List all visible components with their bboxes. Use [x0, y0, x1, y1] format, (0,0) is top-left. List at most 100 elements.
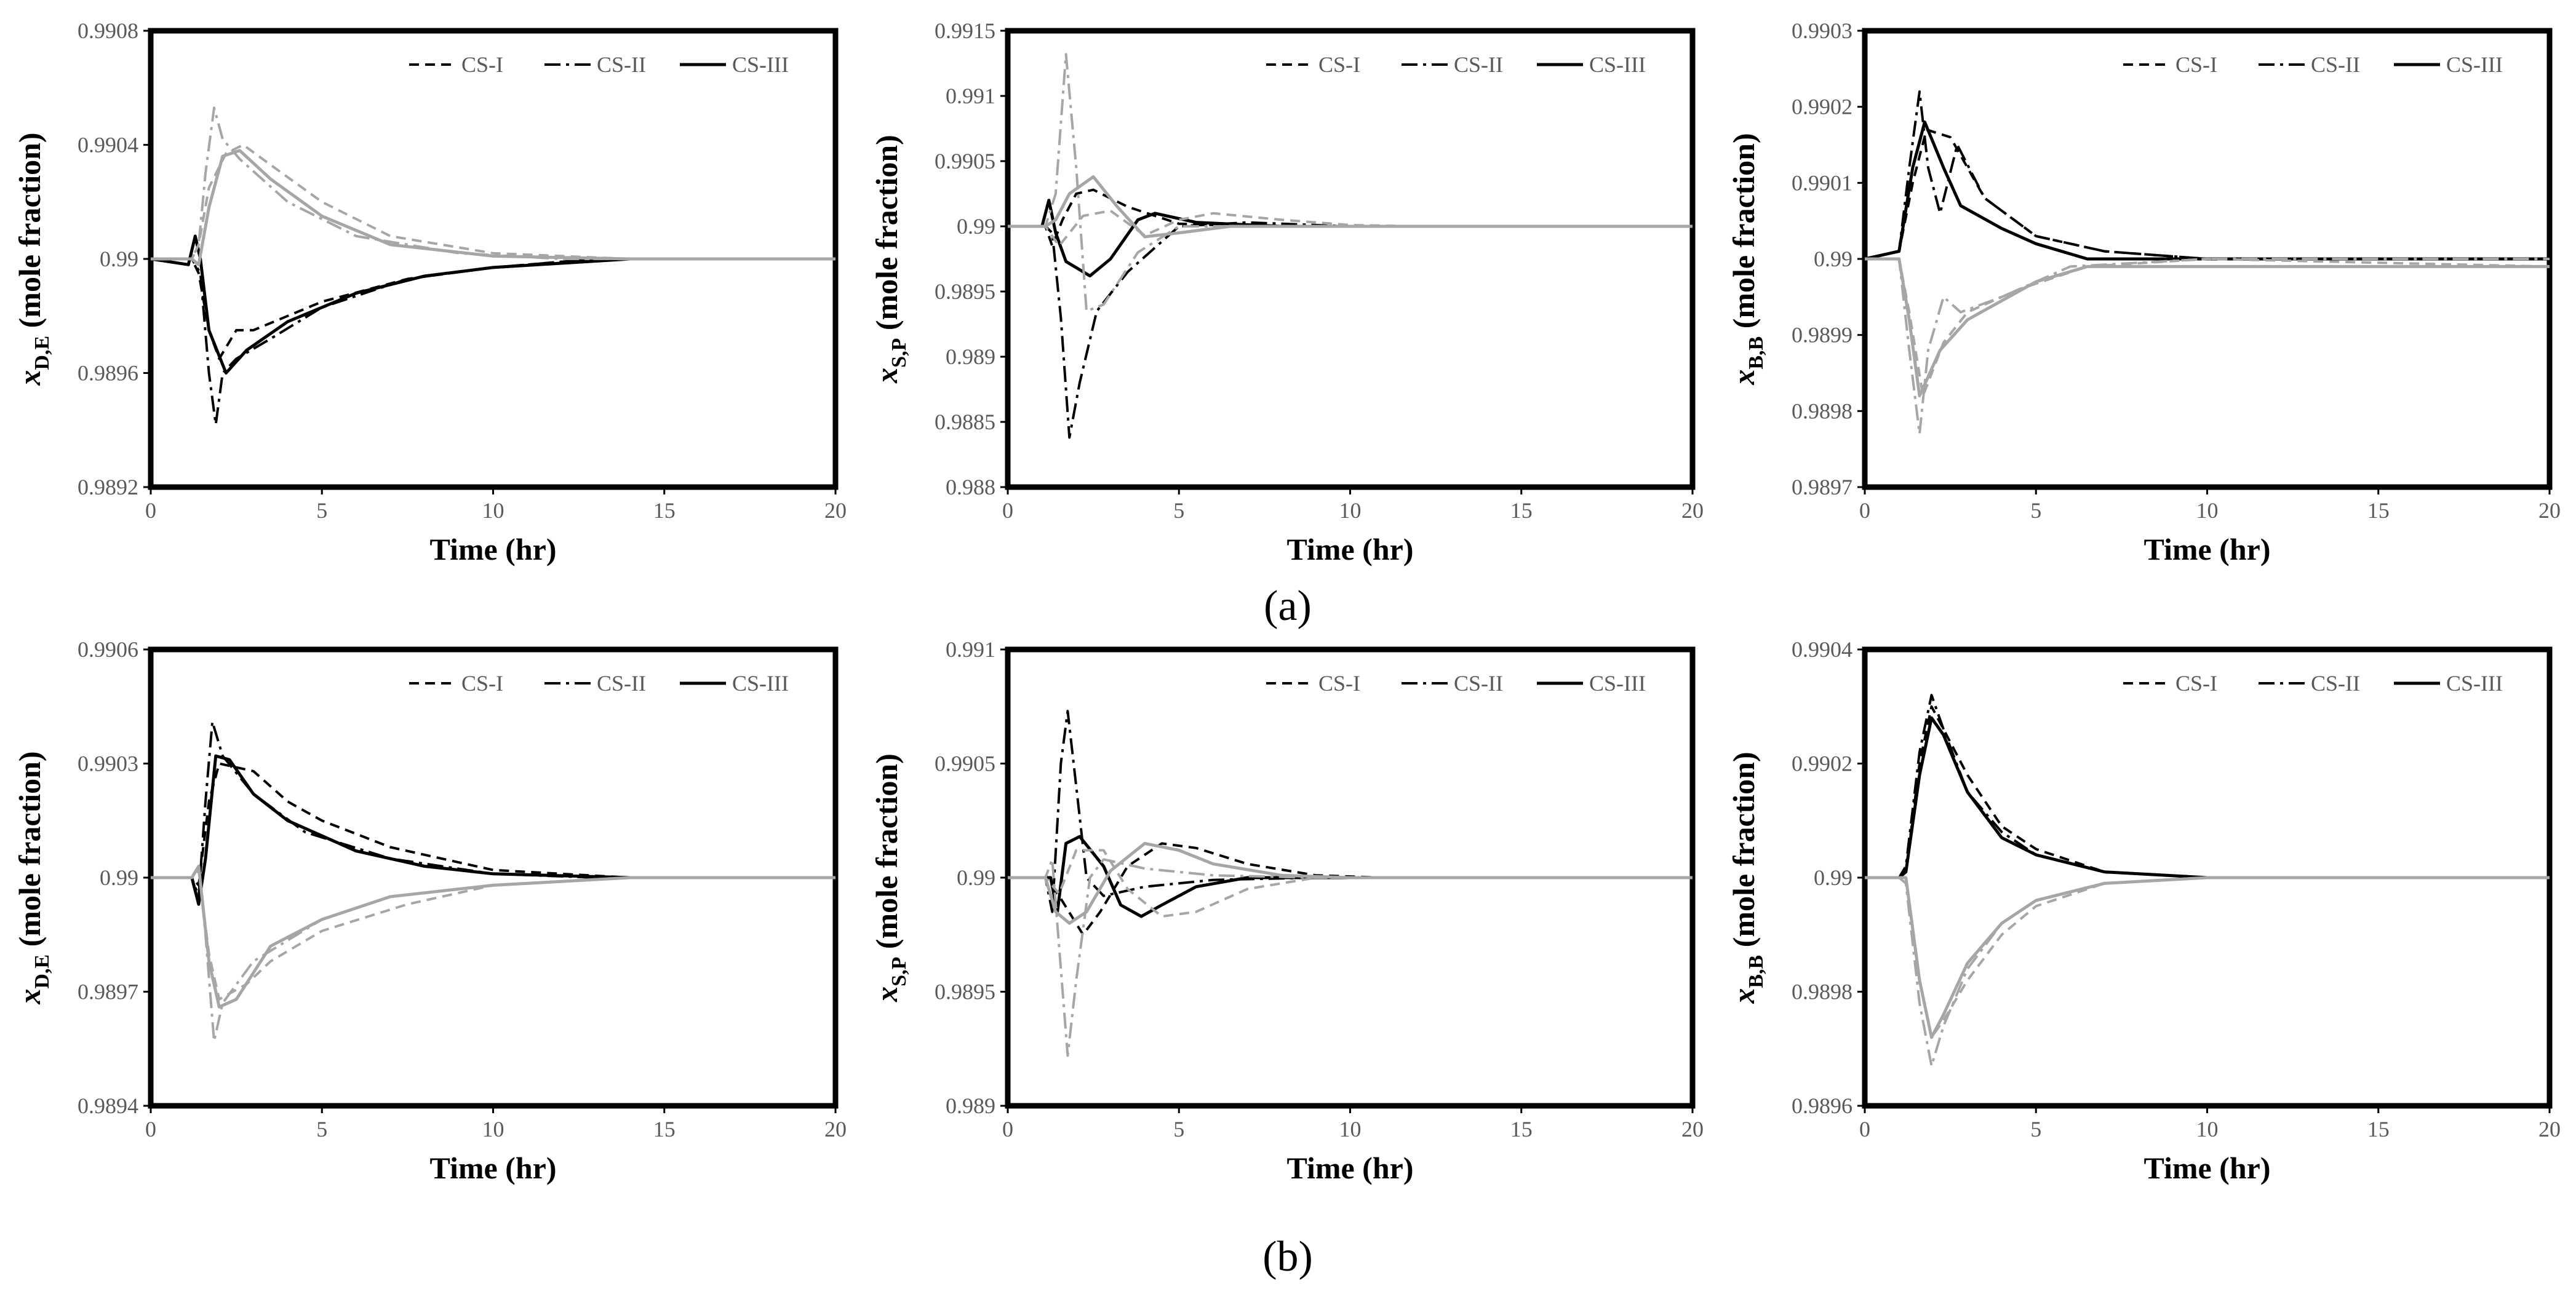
- y-tick-label: 0.9897: [1792, 475, 1852, 499]
- series-line-cs-iii-black: [1008, 199, 1693, 278]
- x-tick-label: 0: [1859, 1117, 1870, 1141]
- legend-label: CS-I: [461, 52, 503, 77]
- y-axis-title-sub: S,P: [888, 957, 911, 986]
- series-line-cs-iii-gray: [1008, 175, 1693, 239]
- legend-label: CS-III: [1589, 52, 1646, 77]
- x-tick-label: 5: [1173, 498, 1184, 523]
- y-tick-label: 0.99: [957, 865, 995, 890]
- y-tick-label: 0.9905: [935, 149, 995, 173]
- x-axis-title: Time (hr): [430, 532, 557, 566]
- legend-label: CS-II: [597, 671, 646, 696]
- y-axis-title: xB,B (mole fraction): [1726, 133, 1768, 385]
- legend-label: CS-III: [2446, 671, 2503, 696]
- series-line-cs-iii-black: [150, 234, 835, 375]
- x-tick-label: 10: [1339, 1117, 1362, 1141]
- x-tick-label: 20: [824, 1117, 847, 1141]
- y-tick-label: 0.9915: [935, 18, 995, 43]
- x-axis-title: Time (hr): [2144, 1151, 2271, 1185]
- y-tick-label: 0.9905: [935, 752, 995, 776]
- y-tick-label: 0.9895: [935, 279, 995, 304]
- y-tick-label: 0.99: [1814, 247, 1852, 271]
- y-axis-title-sub: B,B: [1745, 955, 1768, 988]
- x-tick-label: 15: [2367, 1117, 2390, 1141]
- legend-label: CS-II: [2311, 52, 2360, 77]
- plot-frame: [1005, 28, 1696, 490]
- x-tick-label: 15: [1510, 1117, 1533, 1141]
- x-tick-label: 15: [1510, 498, 1533, 523]
- y-tick-label: 0.9902: [1792, 95, 1852, 119]
- series-line-cs-i-gray: [1865, 258, 2550, 397]
- x-tick-label: 10: [2196, 498, 2219, 523]
- series-line-cs-ii-black: [1008, 221, 1693, 439]
- y-axis-title-var: x: [12, 989, 47, 1005]
- legend-label: CS-I: [2175, 52, 2217, 77]
- y-axis-title-var: x: [869, 368, 904, 384]
- y-tick-label: 0.9901: [1792, 170, 1852, 195]
- legend-label: CS-II: [2311, 671, 2360, 696]
- y-tick-label: 0.991: [946, 84, 995, 108]
- x-tick-label: 0: [1859, 498, 1870, 523]
- y-tick-label: 0.9903: [78, 752, 138, 776]
- y-axis-title-var: x: [869, 986, 904, 1002]
- y-tick-label: 0.9892: [78, 475, 138, 499]
- series-line-cs-iii-black: [151, 754, 835, 906]
- x-axis-title: Time (hr): [1287, 1151, 1414, 1185]
- chart-panel-0: 0.9892 0.9896 0.99 0.9904 0.9908 0 5 10 15 20 Time…: [12, 18, 847, 566]
- legend-label: CS-I: [1318, 671, 1360, 696]
- chart-panel-4: 0.989 0.9895 0.99 0.9905 0.991 0 5 10 15 20 Time (…: [869, 637, 1704, 1185]
- y-axis-title-sub: S,P: [888, 338, 911, 368]
- y-tick-label: 0.9895: [935, 980, 995, 1004]
- y-axis-title-var: x: [12, 370, 47, 386]
- y-tick-label: 0.991: [946, 637, 995, 662]
- y-axis-title-unit: (mole fraction): [1726, 133, 1761, 336]
- series-line-cs-i-black: [151, 258, 835, 360]
- legend-label: CS-III: [732, 671, 789, 696]
- series-line-cs-iii-black: [1865, 716, 2550, 879]
- y-axis-title-var: x: [1726, 370, 1761, 386]
- y-axis-title-sub: D,E: [31, 336, 54, 370]
- x-tick-label: 5: [316, 498, 327, 523]
- x-tick-label: 10: [482, 1117, 504, 1141]
- y-tick-label: 0.989: [946, 1094, 995, 1118]
- y-tick-label: 0.9896: [1792, 1094, 1852, 1118]
- series-line-cs-iii-black: [1864, 120, 2550, 261]
- y-tick-label: 0.9899: [1792, 323, 1852, 347]
- x-tick-label: 20: [1681, 498, 1704, 523]
- legend-label: CS-I: [1318, 52, 1360, 77]
- x-tick-label: 5: [316, 1117, 327, 1141]
- y-tick-label: 0.9908: [78, 18, 138, 43]
- y-axis-title: xD,E (mole fraction): [12, 132, 54, 386]
- series-line-cs-iii-gray: [151, 149, 835, 266]
- series-line-cs-ii-gray: [1008, 53, 1693, 312]
- legend-label: CS-II: [1454, 52, 1503, 77]
- y-axis-title-unit: (mole fraction): [869, 753, 904, 956]
- y-tick-label: 0.9885: [935, 410, 995, 434]
- y-tick-label: 0.9906: [78, 637, 138, 662]
- y-tick-label: 0.988: [946, 475, 995, 499]
- y-tick-label: 0.9894: [78, 1094, 138, 1118]
- legend-label: CS-III: [732, 52, 789, 77]
- y-tick-label: 0.989: [946, 344, 995, 369]
- series-line-cs-i-gray: [151, 868, 835, 1001]
- series-line-cs-iii-gray: [1008, 841, 1693, 925]
- chart-panel-1: 0.988 0.9885 0.989 0.9895 0.99 0.9905 0.991 0.9…: [869, 18, 1704, 566]
- y-tick-label: 0.9903: [1792, 18, 1852, 43]
- x-tick-label: 20: [2538, 1117, 2561, 1141]
- legend-label: CS-III: [2446, 52, 2503, 77]
- panel-label-a: (a): [1264, 582, 1312, 630]
- y-tick-label: 0.99: [1814, 865, 1852, 890]
- x-tick-label: 20: [2538, 498, 2561, 523]
- y-tick-label: 0.9898: [1792, 399, 1852, 423]
- x-tick-label: 20: [824, 498, 847, 523]
- y-axis-title-unit: (mole fraction): [12, 751, 47, 954]
- y-tick-label: 0.99: [100, 865, 138, 890]
- series-line-cs-iii-black: [1008, 835, 1693, 918]
- chart-panel-2: 0.9897 0.9898 0.9899 0.99 0.9901 0.9902 0.9903…: [1726, 18, 2561, 566]
- y-axis-title: xD,E (mole fraction): [12, 751, 54, 1004]
- series-line-cs-iii-gray: [151, 865, 835, 1009]
- x-tick-label: 0: [145, 498, 156, 523]
- y-tick-label: 0.9904: [78, 133, 138, 157]
- legend-label: CS-II: [597, 52, 646, 77]
- x-tick-label: 20: [1681, 1117, 1704, 1141]
